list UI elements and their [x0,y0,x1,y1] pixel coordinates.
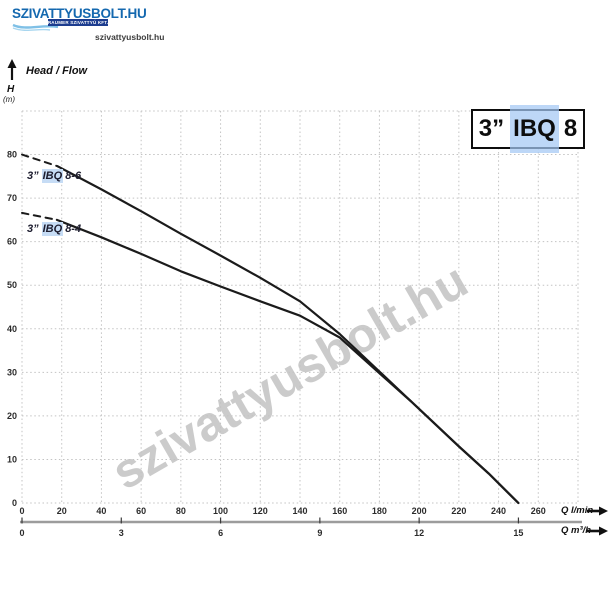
model-title-suffix: 8 [563,115,578,142]
logo-wave-icon [12,23,59,32]
x-tick-label-lmin: 260 [531,506,546,516]
y-axis-arrow-icon [7,59,17,80]
y-tick-label: 50 [7,280,17,290]
curve-label-prefix: 3” [27,223,39,235]
x-tick-label-lmin: 20 [57,506,67,516]
curve-label-suffix: 8-6 [65,170,82,182]
brand-logo[interactable]: SZIVATTYUSBOLT.HU RAUMER SZIVATTYÚ KFT. [10,6,210,46]
x-tick-label-m3h: 6 [218,528,223,538]
model-title-highlight: IBQ [510,105,559,153]
x-axis-arrow-m3h-icon [587,526,608,536]
model-title-box: 3” IBQ 8 [471,105,585,153]
brand-logo-subtext: RAUMER SZIVATTYÚ KFT. [47,19,109,26]
curve-label-highlight: IBQ [41,222,64,236]
x-tick-label-lmin: 100 [213,506,228,516]
y-axis-unit: (m) [3,95,15,104]
x-tick-label-lmin: 200 [412,506,427,516]
curve-label-suffix: 8-4 [65,223,82,235]
y-tick-label: 0 [12,498,17,508]
x-tick-label-lmin: 160 [332,506,347,516]
x-tick-label-lmin: 180 [372,506,387,516]
x-tick-label-m3h: 15 [513,528,523,538]
curve-label-ibq-8-6: 3” IBQ 8-6 [27,169,82,183]
x-tick-label-m3h: 12 [414,528,424,538]
x-tick-label-m3h: 3 [119,528,124,538]
y-tick-label: 40 [7,324,17,334]
x-axis-arrow-lmin-icon [587,506,608,516]
model-title-prefix: 3” [478,115,505,142]
y-tick-label: 10 [7,454,17,464]
curve-8-6 [56,165,520,505]
curve-dashed-8-6 [21,153,59,168]
y-tick-label: 20 [7,411,17,421]
x-tick-label-lmin: 140 [292,506,307,516]
x-tick-label-m3h: 9 [317,528,322,538]
x-tick-label-lmin: 40 [96,506,106,516]
x-tick-label-lmin: 0 [19,506,24,516]
site-url-text: szivattyusbolt.hu [95,32,165,42]
chart-axis-title: Head / Flow [26,65,88,77]
curve-dashed-8-4 [21,211,58,221]
curve-label-prefix: 3” [27,170,39,182]
curve-8-4 [55,218,520,505]
x-tick-label-lmin: 240 [491,506,506,516]
x-axis-label-lmin: Q l/min [561,505,594,516]
y-tick-label: 80 [7,150,17,160]
y-tick-label: 70 [7,193,17,203]
x-tick-label-lmin: 80 [176,506,186,516]
y-tick-label: 60 [7,237,17,247]
x-axis-label-m3h: Q m³/h [561,525,592,536]
curve-label-ibq-8-4: 3” IBQ 8-4 [27,222,82,236]
x-tick-label-lmin: 220 [451,506,466,516]
curve-label-highlight: IBQ [41,169,64,183]
x-tick-label-lmin: 60 [136,506,146,516]
y-axis-symbol: H [7,84,15,95]
brand-logo-text: SZIVATTYUSBOLT.HU [12,6,147,21]
x-tick-label-lmin: 120 [253,506,268,516]
x-tick-label-m3h: 0 [19,528,24,538]
y-tick-label: 30 [7,367,17,377]
